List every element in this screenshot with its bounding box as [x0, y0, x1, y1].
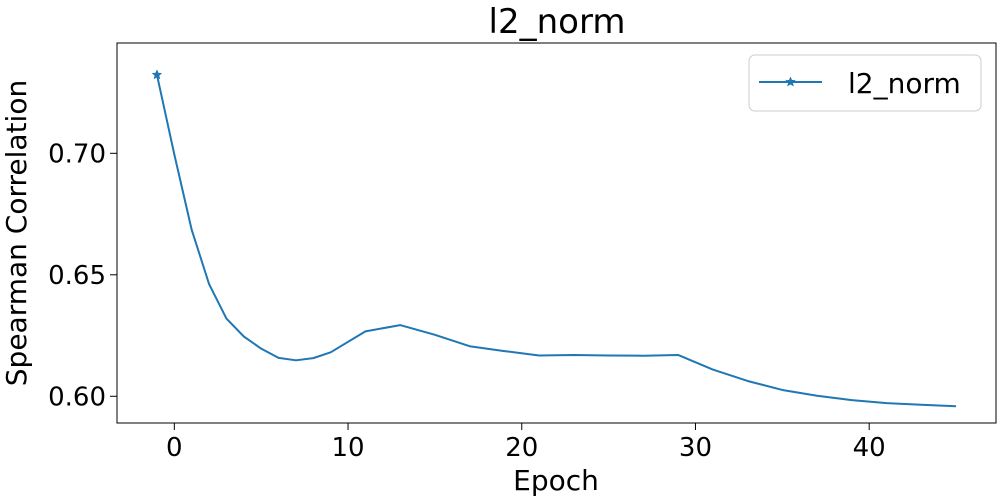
y-tick-label: 0.70 [48, 139, 106, 169]
chart-title: l2_norm [489, 2, 626, 42]
x-tick-label: 0 [166, 433, 183, 463]
legend-box [748, 54, 982, 112]
plot-area [151, 69, 957, 408]
legend-marker [785, 76, 796, 87]
plot-frame [116, 42, 997, 424]
x-axis-label: Epoch [513, 464, 599, 497]
y-tick-label: 0.65 [48, 261, 106, 291]
x-tick-label: 40 [853, 433, 886, 463]
legend-label: l2_norm [848, 67, 961, 100]
y-tick-label: 0.60 [48, 382, 106, 412]
data-point [151, 69, 163, 80]
x-tick-label: 20 [505, 433, 538, 463]
legend: l2_norm [748, 54, 982, 112]
series-line [155, 74, 957, 408]
y-axis-label: Spearman Correlation [0, 80, 33, 386]
x-tick-label: 10 [331, 433, 364, 463]
x-tick-label: 30 [679, 433, 712, 463]
ticks-group: 0 10 20 30 40 0.60 0.65 0.70 [48, 139, 886, 463]
